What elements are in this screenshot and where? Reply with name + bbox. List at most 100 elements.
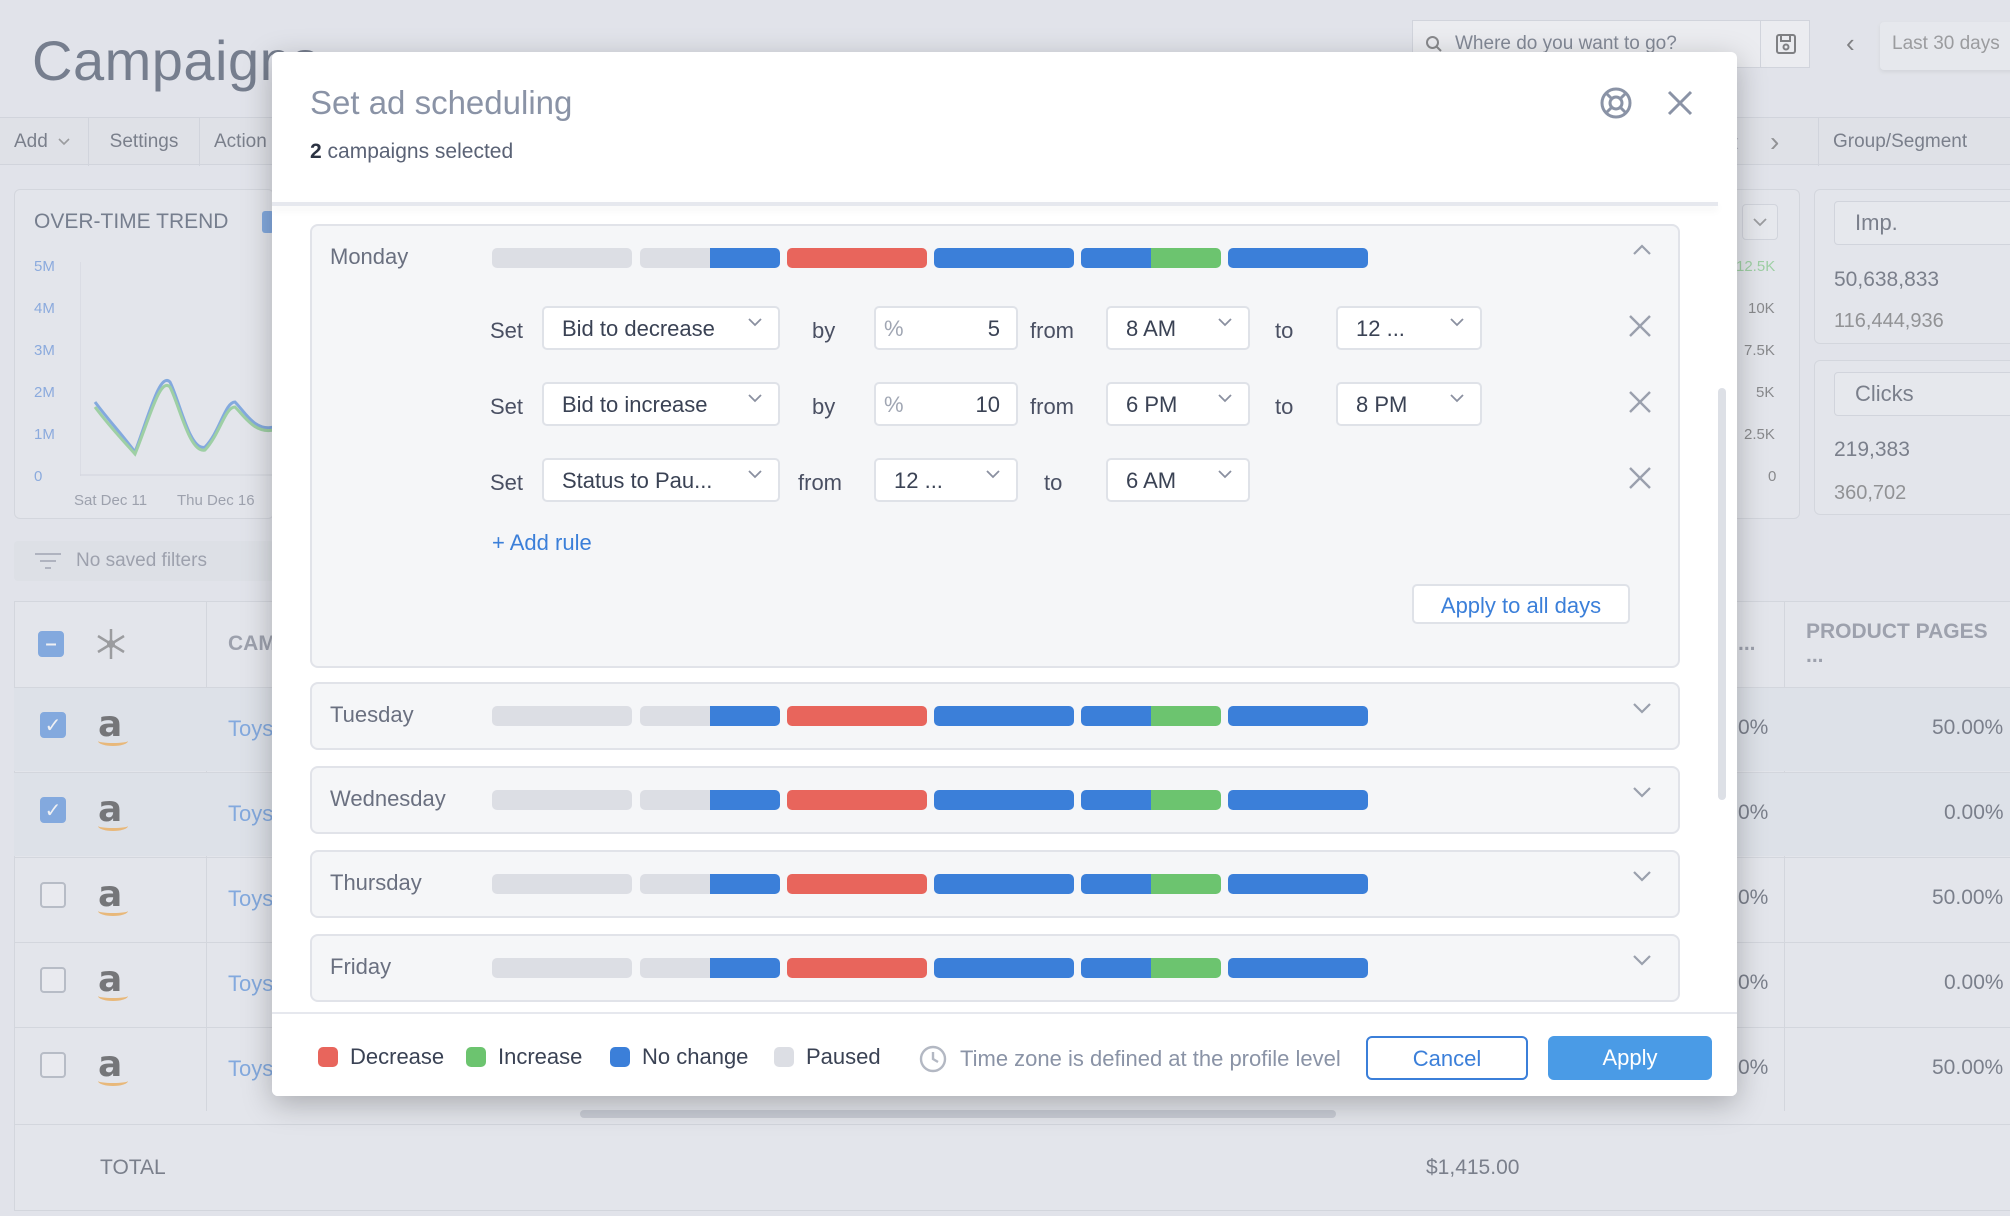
metric-selector-clicks[interactable]: Clicks xyxy=(1834,372,2010,416)
day-name: Thursday xyxy=(330,870,422,895)
add-rule-link[interactable]: + Add rule xyxy=(492,530,592,555)
product-pages-cell: 0.00% xyxy=(1944,801,2004,824)
y-tick: 4M xyxy=(34,300,55,317)
rule-start-time-select[interactable]: 6 PM xyxy=(1106,382,1250,426)
day-panel-thursday[interactable]: Thursday xyxy=(310,850,1680,918)
rule-start-time-select[interactable]: 8 AM xyxy=(1106,306,1250,350)
modal-footer: Decrease Increase No change Paused Time … xyxy=(272,1012,1737,1096)
rule-by-label: by xyxy=(812,394,836,419)
day-name[interactable]: Monday xyxy=(330,244,409,269)
campaign-link[interactable]: Toys xyxy=(228,1056,274,1081)
add-button[interactable]: Add xyxy=(0,118,89,166)
rule-to-label: to xyxy=(1275,394,1294,419)
trend-right-card xyxy=(1730,189,1800,519)
timezone-note: Time zone is defined at the profile leve… xyxy=(918,1044,1341,1074)
day-panel-tuesday[interactable]: Tuesday xyxy=(310,682,1680,750)
cancel-button[interactable]: Cancel xyxy=(1366,1036,1528,1080)
chevron-down-icon xyxy=(1450,318,1464,327)
legend-label: Decrease xyxy=(350,1044,445,1069)
chevron-up-icon[interactable] xyxy=(1632,244,1652,256)
table-cell: 0% xyxy=(1738,971,1769,994)
select-all-checkbox[interactable]: – xyxy=(38,601,64,687)
group-segment-button[interactable]: Group/Segment xyxy=(1818,118,2010,166)
legend-increase: Increase xyxy=(466,1044,582,1070)
chevron-down-icon[interactable] xyxy=(1632,954,1652,966)
selected-count: 2 xyxy=(310,140,322,163)
save-button[interactable] xyxy=(1760,20,1810,68)
metric-selector-imp[interactable]: Imp. xyxy=(1834,201,2010,245)
rule-by-label: by xyxy=(812,318,836,343)
column-header-campaign[interactable]: CAM xyxy=(228,632,276,655)
percent-icon: % xyxy=(884,316,904,341)
help-icon[interactable] xyxy=(1599,86,1633,125)
chevron-down-icon xyxy=(1218,470,1232,479)
filter-text: No saved filters xyxy=(76,550,207,571)
clock-icon xyxy=(919,1045,947,1073)
rule-action-select[interactable]: Bid to decrease xyxy=(542,306,780,350)
rule-end-time-select[interactable]: 12 ... xyxy=(1336,306,1482,350)
add-label: Add xyxy=(14,131,48,152)
schedule-segment xyxy=(492,706,632,726)
row-checkbox[interactable]: ✓ xyxy=(40,712,66,738)
chevron-down-icon[interactable] xyxy=(1632,786,1652,798)
chevron-right-icon[interactable]: › xyxy=(1770,126,1780,157)
product-pages-cell: 50.00% xyxy=(1932,886,2004,909)
chevron-down-icon[interactable] xyxy=(1632,870,1652,882)
campaign-link[interactable]: Toys xyxy=(228,971,274,996)
rule-to-label: to xyxy=(1275,318,1294,343)
legend-no-change: No change xyxy=(610,1044,748,1070)
schedule-segment xyxy=(492,874,632,894)
day-name: Tuesday xyxy=(330,702,414,727)
date-range-picker[interactable]: Last 30 days xyxy=(1880,22,2010,70)
legend-swatch xyxy=(610,1047,630,1067)
row-checkbox[interactable] xyxy=(40,1052,66,1078)
chevron-left-icon[interactable]: ‹ xyxy=(1846,28,1855,58)
rule-from-label: from xyxy=(1030,394,1074,419)
column-header-product-pages[interactable]: PRODUCT PAGES ... xyxy=(1806,620,1988,667)
product-pages-cell: 50.00% xyxy=(1932,716,2004,739)
remove-rule-icon[interactable] xyxy=(1628,314,1652,338)
table-cell: 0% xyxy=(1738,801,1769,824)
trend-line-chart xyxy=(80,262,274,476)
modal-scrollbar[interactable] xyxy=(1718,388,1726,800)
campaign-link[interactable]: Toys xyxy=(228,801,274,826)
close-icon[interactable] xyxy=(1667,90,1693,121)
apply-to-all-days-button[interactable]: Apply to all days xyxy=(1412,584,1630,624)
chevron-down-icon xyxy=(1218,318,1232,327)
rule-start-time-select[interactable]: 12 ... xyxy=(874,458,1018,502)
chevron-down-icon[interactable] xyxy=(1742,204,1778,240)
table-cell: 0% xyxy=(1738,1056,1769,1079)
rule-action-select[interactable]: Status to Pau... xyxy=(542,458,780,502)
rule-end-value: 6 AM xyxy=(1126,468,1177,493)
campaign-link[interactable]: Toys xyxy=(228,886,274,911)
horizontal-scrollbar[interactable] xyxy=(580,1110,1336,1118)
rule-end-value: 8 PM xyxy=(1356,392,1408,417)
row-checkbox[interactable] xyxy=(40,882,66,908)
filter-icon xyxy=(35,553,61,569)
y-tick: 2M xyxy=(34,384,55,401)
rule-action-value: Bid to increase xyxy=(562,392,708,417)
legend-swatch xyxy=(318,1047,338,1067)
row-checkbox[interactable] xyxy=(40,967,66,993)
day-panel-friday[interactable]: Friday xyxy=(310,934,1680,1002)
campaign-link[interactable]: Toys xyxy=(228,716,274,741)
remove-rule-icon[interactable] xyxy=(1628,390,1652,414)
rule-action-select[interactable]: Bid to increase xyxy=(542,382,780,426)
selection-summary: 2 campaigns selected xyxy=(310,140,513,164)
rule-end-time-select[interactable]: 6 AM xyxy=(1106,458,1250,502)
trend-toggle[interactable] xyxy=(262,211,274,233)
saved-filters[interactable]: No saved filters xyxy=(14,541,274,581)
apply-button[interactable]: Apply xyxy=(1548,1036,1712,1080)
rule-percent-input[interactable]: % 5 xyxy=(874,306,1018,350)
column-header-truncated[interactable]: ... xyxy=(1738,632,1756,655)
day-panel-wednesday[interactable]: Wednesday xyxy=(310,766,1680,834)
remove-rule-icon[interactable] xyxy=(1628,466,1652,490)
schedule-segment xyxy=(1228,874,1368,894)
row-checkbox[interactable]: ✓ xyxy=(40,797,66,823)
chevron-down-icon[interactable] xyxy=(1632,702,1652,714)
amazon-icon: a xyxy=(98,704,128,746)
rule-percent-input[interactable]: % 10 xyxy=(874,382,1018,426)
settings-button[interactable]: Settings xyxy=(89,118,200,166)
search-placeholder: Where do you want to go? xyxy=(1455,33,1677,54)
rule-end-time-select[interactable]: 8 PM xyxy=(1336,382,1482,426)
